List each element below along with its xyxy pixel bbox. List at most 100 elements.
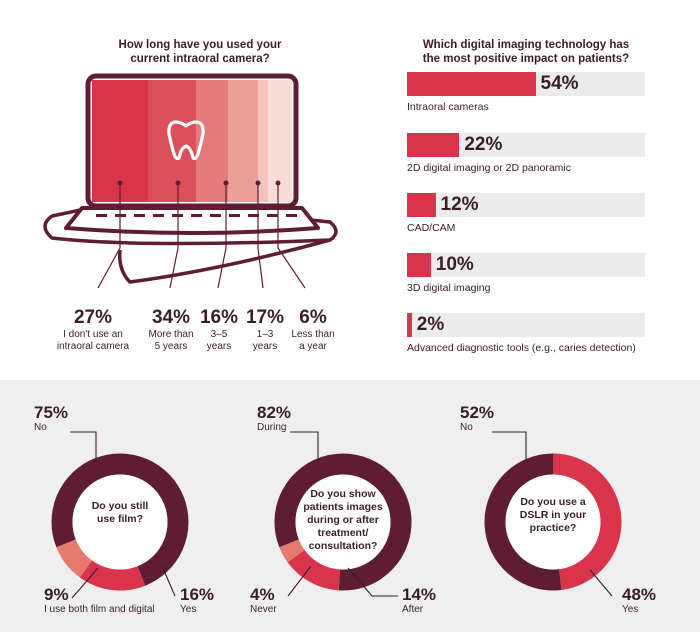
donut-1-slice-0 <box>274 453 412 591</box>
key <box>153 214 164 217</box>
bar-label-0: Intraoral cameras <box>407 101 489 113</box>
bar-row-2: 12% CAD/CAM <box>407 193 647 241</box>
bar-label-1: 2D digital imaging or 2D panoramic <box>407 162 571 174</box>
screen-segment-4 <box>258 80 268 202</box>
donut-0-label-0: 75% No <box>34 403 68 433</box>
donut-1-question-line-4: consultation? <box>308 540 378 552</box>
donut-1-label-2: 4% Never <box>250 585 277 615</box>
donut-0-leader-0 <box>70 431 97 462</box>
laptop-stat-label-4-0: Less than <box>291 329 335 340</box>
donut-2-leader-1 <box>589 569 613 597</box>
donut-2-leader-0 <box>492 431 527 462</box>
laptop-stat-label-1-0: More than <box>148 329 194 340</box>
laptop-stat-1: 34% More than 5 years <box>136 307 206 353</box>
laptop-stat-2: 16% 3–5 years <box>194 307 244 353</box>
donut-1-value-0: 82% <box>257 403 292 422</box>
laptop-stat-value-2: 16% <box>199 307 239 328</box>
laptop-stat-label-2-1: years <box>206 341 232 352</box>
leader-dot-0 <box>117 180 123 186</box>
camera-wand-lower <box>117 238 331 284</box>
laptop-stat-value-4: 6% <box>299 307 327 328</box>
donut-2-question-line-1: DSLR in your <box>519 509 587 521</box>
donut-2-label-0: 52% No <box>460 403 494 433</box>
donut-1-label-0: 82% During <box>257 403 291 433</box>
laptop-stat-label-4-1: a year <box>299 341 327 352</box>
donut-1-leader-2 <box>287 565 312 597</box>
key <box>229 214 240 217</box>
key <box>191 214 202 217</box>
bar-row-1: 22% 2D digital imaging or 2D panoramic <box>407 133 647 181</box>
donut-0-category-0: No <box>34 422 47 433</box>
key <box>267 214 278 217</box>
bar-label-3: 3D digital imaging <box>407 282 491 294</box>
screen-segment-3 <box>228 80 258 202</box>
donut-0-value-0: 75% <box>34 403 69 422</box>
donut-0-leader-2 <box>71 567 99 599</box>
donut-2-slice-0 <box>484 453 562 591</box>
donut-0-hole <box>72 474 168 570</box>
donut-2-label-1: 48% Yes <box>622 585 656 615</box>
donut-0-question: Do you still use film? <box>80 500 160 526</box>
donut-0-slice-2 <box>56 539 93 578</box>
laptop-stat-label-3-1: years <box>252 341 278 352</box>
donut-1-category-2: Never <box>250 604 277 615</box>
donut-0-slice-0 <box>51 453 189 586</box>
bars-title-line1: Which digital imaging technology has <box>422 39 630 51</box>
donut-0-slice-1 <box>79 560 146 591</box>
laptop-stat-value-1: 34% <box>151 307 191 328</box>
donut-2-question: Do you use a DSLR in your practice? <box>503 496 603 535</box>
laptop-stat-label-1-1: 5 years <box>154 341 188 352</box>
donut-0-category-2: I use both film and digital <box>44 604 155 615</box>
bar-row-3: 10% 3D digital imaging <box>407 253 647 301</box>
donut-0-value-2: 9% <box>44 585 69 604</box>
laptop-title-line2: current intraoral camera? <box>130 53 270 65</box>
bar-value-3: 10% <box>435 254 474 275</box>
bar-track-3 <box>407 253 645 277</box>
bar-value-4: 2% <box>416 314 445 335</box>
leader-lines <box>97 180 306 289</box>
laptop-stat-label-3-0: 1–3 <box>256 329 274 340</box>
key <box>286 214 297 217</box>
donut-0-value-1: 16% <box>180 585 215 604</box>
donut-0-label-2: 9% I use both film and digital <box>44 585 155 615</box>
bar-value-1: 22% <box>464 134 503 155</box>
donut-1-slice-1 <box>287 549 341 591</box>
bar-row-4: 2% Advanced diagnostic tools (e.g., carie… <box>407 313 647 361</box>
donut-2-question-line-0: Do you use a <box>520 496 586 508</box>
laptop-title-line1: How long have you used your <box>118 39 282 51</box>
bar-value-0: 54% <box>540 73 579 94</box>
laptop-stat-3: 17% 1–3 years <box>240 307 290 353</box>
donut-1-value-2: 4% <box>250 585 275 604</box>
donut-1-question-line-1: patients images <box>303 501 383 513</box>
donut-1-leader-1 <box>347 567 398 597</box>
key <box>210 214 221 217</box>
laptop-stat-label-2-0: 3–5 <box>210 329 228 340</box>
donut-2-value-1: 48% <box>622 585 657 604</box>
laptop-question-title: How long have you used your current intr… <box>80 38 320 66</box>
donut-2-slice-1 <box>552 453 622 590</box>
donut-2-category-1: Yes <box>622 604 639 615</box>
bar-track-4 <box>407 313 645 337</box>
bar-label-4: Advanced diagnostic tools (e.g., caries … <box>407 342 636 354</box>
donut-0 <box>51 453 189 591</box>
donut-1-question-line-3: treatment/ <box>317 527 369 539</box>
bar-fill-3 <box>407 253 431 277</box>
donut-1-category-1: After <box>402 604 424 615</box>
bar-fill-2 <box>407 193 436 217</box>
key <box>134 214 145 217</box>
bars-question-title: Which digital imaging technology has the… <box>400 38 652 66</box>
bar-label-2: CAD/CAM <box>407 222 456 234</box>
leader-dot-3 <box>255 180 261 186</box>
donut-1-value-1: 14% <box>402 585 437 604</box>
bar-fill-0 <box>407 72 536 96</box>
donut-1-slice-2 <box>279 539 305 563</box>
bar-fill-4 <box>407 313 412 337</box>
leader-line-2 <box>217 185 227 289</box>
bar-row-0: 54% Intraoral cameras <box>407 72 647 120</box>
donut-1-question: Do you show patients images during or afte… <box>293 488 393 553</box>
donut-0-question-line-0: Do you still <box>91 500 149 512</box>
leader-line-4 <box>277 185 306 289</box>
laptop-stat-value-0: 27% <box>73 307 113 328</box>
